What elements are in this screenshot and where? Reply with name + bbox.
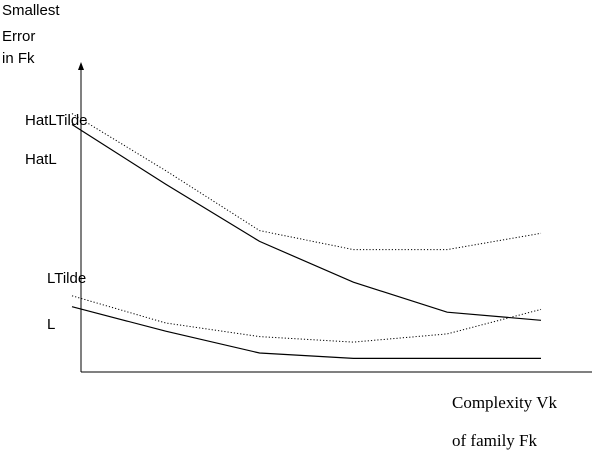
y-axis-label-line-1: Smallest [2,2,60,19]
series-label-hatltilde: HatLTilde [25,112,88,129]
series-line-hatl [71,123,542,321]
series-line-ltilde [71,295,542,343]
x-axis-label-line-2: of family Fk [452,431,537,450]
x-axis-label-line-1: Complexity Vk [452,393,557,412]
series-label-hatl: HatL [25,151,57,168]
y-axis-arrowhead [78,62,84,70]
y-axis-label-line-3: in Fk [2,50,35,67]
series-line-hatltilde [71,113,542,251]
series-line-l [71,306,541,359]
series-layer [71,113,542,359]
series-label-l: L [47,316,55,333]
series-label-ltilde: LTilde [47,270,86,287]
y-axis-label-line-2: Error [2,28,35,45]
